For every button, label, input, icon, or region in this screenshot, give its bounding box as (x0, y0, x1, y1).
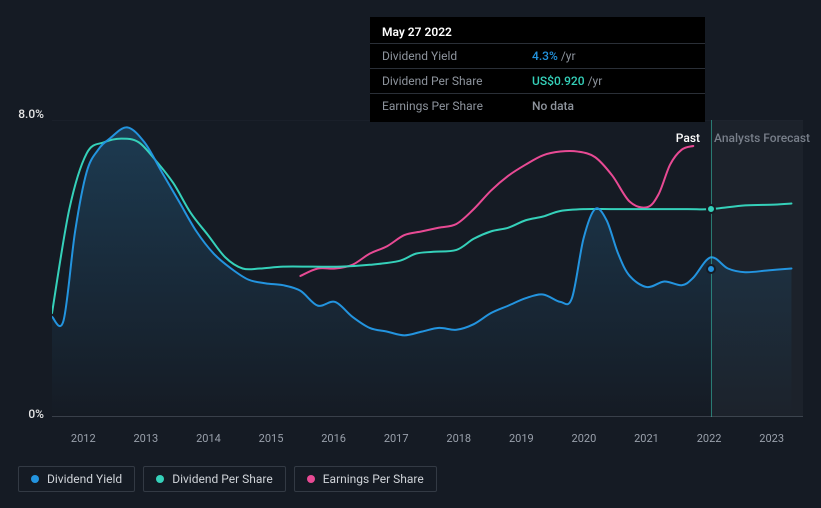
tooltip-row: Earnings Per ShareNo data (370, 93, 705, 118)
tooltip-row-value: 4.3% (532, 49, 558, 63)
dividend-chart: 8.0% 0% Past Analysts Forecast 201220132… (0, 0, 821, 508)
legend-dot-icon (307, 475, 315, 483)
legend-item[interactable]: Earnings Per Share (294, 466, 437, 492)
x-tick: 2021 (615, 432, 678, 450)
x-axis-ticks: 2012201320142015201620172018201920202021… (52, 432, 803, 450)
x-tick: 2014 (177, 432, 240, 450)
legend-item[interactable]: Dividend Yield (18, 466, 135, 492)
x-tick: 2023 (740, 432, 803, 450)
legend-label: Dividend Per Share (172, 472, 273, 486)
x-tick: 2016 (302, 432, 365, 450)
marker-dot (706, 264, 716, 274)
tooltip-row-label: Earnings Per Share (382, 99, 532, 113)
marker-dot (706, 204, 716, 214)
tooltip-row: Dividend Yield4.3%/yr (370, 43, 705, 68)
tooltip-row: Dividend Per ShareUS$0.920/yr (370, 68, 705, 93)
x-tick: 2020 (553, 432, 616, 450)
y-axis-min: 0% (4, 407, 44, 421)
forecast-label: Analysts Forecast (714, 131, 810, 145)
y-axis-max: 8.0% (4, 107, 44, 121)
tooltip-row-unit: /yr (561, 49, 576, 63)
legend: Dividend Yield Dividend Per Share Earnings… (18, 466, 437, 492)
tooltip-row-value: US$0.920 (532, 74, 585, 88)
legend-label: Earnings Per Share (323, 472, 424, 486)
legend-item[interactable]: Dividend Per Share (143, 466, 286, 492)
legend-label: Dividend Yield (47, 472, 122, 486)
tooltip-row-unit: /yr (588, 74, 603, 88)
tooltip-row-label: Dividend Per Share (382, 74, 532, 88)
x-tick: 2012 (52, 432, 115, 450)
x-tick: 2013 (115, 432, 178, 450)
past-label: Past (652, 131, 700, 145)
x-tick: 2015 (240, 432, 303, 450)
x-tick: 2017 (365, 432, 428, 450)
legend-dot-icon (31, 475, 39, 483)
x-tick: 2022 (678, 432, 741, 450)
tooltip-row-label: Dividend Yield (382, 49, 532, 63)
legend-dot-icon (156, 475, 164, 483)
tooltip: May 27 2022 Dividend Yield4.3%/yrDividen… (370, 17, 705, 122)
x-tick: 2019 (490, 432, 553, 450)
tooltip-date: May 27 2022 (370, 25, 705, 43)
plot-area[interactable] (52, 120, 803, 417)
x-tick: 2018 (427, 432, 490, 450)
tooltip-row-value: No data (532, 99, 574, 113)
